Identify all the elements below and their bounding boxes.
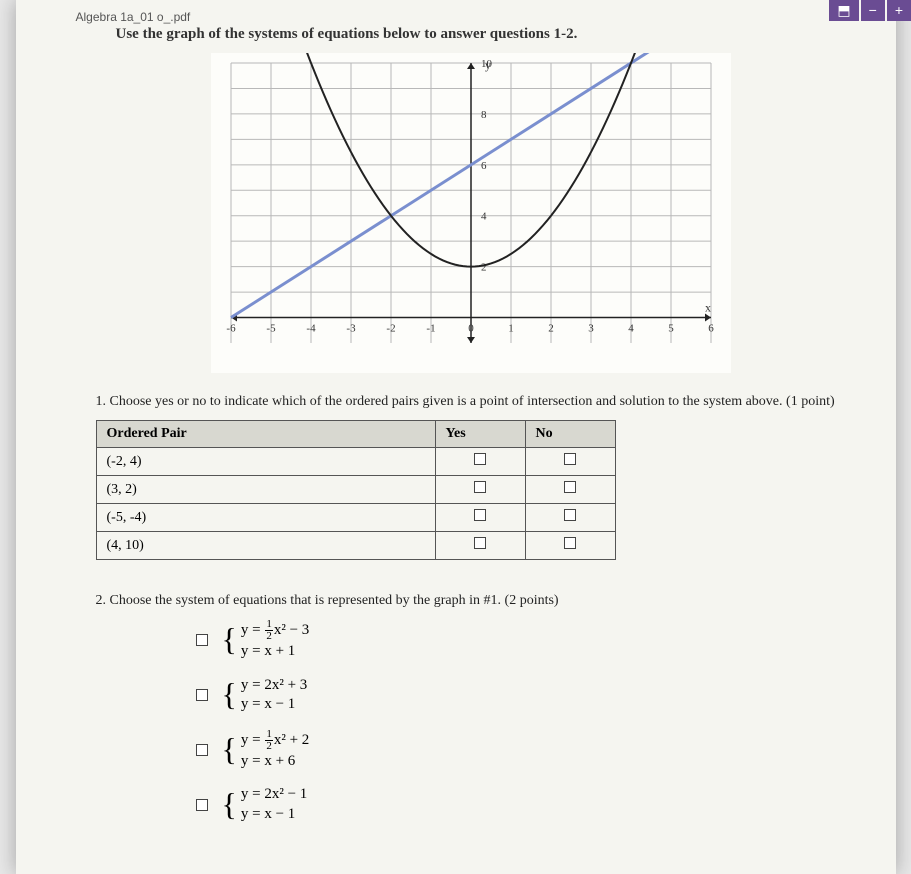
brace-icon: { — [222, 682, 237, 708]
equation-top: y = 12x² − 3 — [241, 619, 309, 642]
q2-prompt: 2. Choose the system of equations that i… — [96, 593, 502, 608]
svg-text:4: 4 — [481, 211, 487, 223]
equation-system: {y = 12x² − 3y = x + 1 — [222, 619, 310, 662]
no-cell — [525, 448, 615, 476]
svg-text:0: 0 — [468, 323, 474, 335]
main-instruction: Use the graph of the systems of equation… — [76, 26, 866, 43]
q1-h-pair: Ordered Pair — [96, 421, 435, 448]
option-checkbox[interactable] — [196, 799, 208, 811]
equation-system: {y = 2x² − 1y = x − 1 — [222, 785, 308, 824]
equation-top: y = 12x² + 2 — [241, 729, 309, 752]
svg-text:1: 1 — [508, 323, 514, 335]
option-checkbox[interactable] — [196, 634, 208, 646]
q1-h-yes: Yes — [435, 421, 525, 448]
svg-text:4: 4 — [628, 323, 634, 335]
equation-system: {y = 12x² + 2y = x + 6 — [222, 729, 310, 772]
table-row: (-5, -4) — [96, 504, 615, 532]
question-2-text: 2. Choose the system of equations that i… — [76, 590, 866, 611]
q1-points: (1 point) — [786, 394, 835, 409]
equation-top: y = 2x² + 3 — [241, 676, 307, 696]
q1-prompt: 1. Choose yes or no to indicate which of… — [96, 394, 783, 409]
svg-text:-5: -5 — [266, 323, 276, 335]
svg-text:-3: -3 — [346, 323, 356, 335]
brace-icon: { — [222, 737, 237, 763]
option-row: {y = 12x² − 3y = x + 1 — [196, 619, 866, 662]
question-1-text: 1. Choose yes or no to indicate which of… — [76, 391, 866, 412]
svg-text:6: 6 — [708, 323, 714, 335]
yes-cell — [435, 532, 525, 560]
no-cell — [525, 504, 615, 532]
equation-bottom: y = x − 1 — [241, 805, 307, 825]
q1-h-no: No — [525, 421, 615, 448]
q1-table: Ordered Pair Yes No (-2, 4)(3, 2)(-5, -4… — [96, 420, 616, 560]
graph-container: -6-5-4-3-2-10123456246810yx — [76, 53, 866, 373]
svg-text:-2: -2 — [386, 323, 395, 335]
equation-lines: y = 2x² + 3y = x − 1 — [241, 676, 307, 715]
checkbox-yes[interactable] — [474, 537, 486, 549]
control-3: + — [887, 0, 911, 21]
svg-text:2: 2 — [481, 262, 487, 274]
equation-lines: y = 12x² − 3y = x + 1 — [241, 619, 309, 662]
yes-cell — [435, 476, 525, 504]
svg-text:6: 6 — [481, 160, 487, 172]
equation-bottom: y = x + 1 — [241, 642, 309, 662]
option-checkbox[interactable] — [196, 689, 208, 701]
ordered-pair-cell: (-2, 4) — [96, 448, 435, 476]
yes-cell — [435, 504, 525, 532]
table-row: (4, 10) — [96, 532, 615, 560]
graph-figure: -6-5-4-3-2-10123456246810yx — [211, 53, 731, 373]
no-cell — [525, 532, 615, 560]
svg-text:-4: -4 — [306, 323, 316, 335]
equation-bottom: y = x − 1 — [241, 695, 307, 715]
control-2: − — [861, 0, 885, 21]
control-1: ⬒ — [829, 0, 858, 21]
equation-system: {y = 2x² + 3y = x − 1 — [222, 676, 308, 715]
q2-options: {y = 12x² − 3y = x + 1{y = 2x² + 3y = x … — [76, 619, 866, 824]
worksheet-page: Algebra 1a_01 o_.pdf Use the graph of th… — [16, 0, 896, 874]
svg-text:3: 3 — [588, 323, 594, 335]
option-row: {y = 2x² − 1y = x − 1 — [196, 785, 866, 824]
checkbox-no[interactable] — [564, 537, 576, 549]
ordered-pair-cell: (4, 10) — [96, 532, 435, 560]
option-checkbox[interactable] — [196, 744, 208, 756]
ordered-pair-cell: (3, 2) — [96, 476, 435, 504]
checkbox-no[interactable] — [564, 509, 576, 521]
svg-text:2: 2 — [548, 323, 554, 335]
no-cell — [525, 476, 615, 504]
table-row: (-2, 4) — [96, 448, 615, 476]
yes-cell — [435, 448, 525, 476]
svg-text:-1: -1 — [426, 323, 435, 335]
svg-text:x: x — [705, 301, 711, 315]
svg-text:-6: -6 — [226, 323, 236, 335]
q1-header-row: Ordered Pair Yes No — [96, 421, 615, 448]
brace-icon: { — [222, 627, 237, 653]
checkbox-yes[interactable] — [474, 509, 486, 521]
svg-text:8: 8 — [481, 109, 487, 121]
equation-bottom: y = x + 6 — [241, 752, 309, 772]
q2-points: (2 points) — [505, 593, 559, 608]
option-row: {y = 2x² + 3y = x − 1 — [196, 676, 866, 715]
window-controls: ⬒ − + — [829, 0, 911, 21]
checkbox-no[interactable] — [564, 481, 576, 493]
table-row: (3, 2) — [96, 476, 615, 504]
svg-text:5: 5 — [668, 323, 674, 335]
brace-icon: { — [222, 792, 237, 818]
file-name-scrap: Algebra 1a_01 o_.pdf — [76, 10, 866, 24]
option-row: {y = 12x² + 2y = x + 6 — [196, 729, 866, 772]
svg-text:y: y — [485, 58, 491, 72]
equation-lines: y = 12x² + 2y = x + 6 — [241, 729, 309, 772]
checkbox-no[interactable] — [564, 453, 576, 465]
equation-lines: y = 2x² − 1y = x − 1 — [241, 785, 307, 824]
equation-top: y = 2x² − 1 — [241, 785, 307, 805]
ordered-pair-cell: (-5, -4) — [96, 504, 435, 532]
checkbox-yes[interactable] — [474, 453, 486, 465]
checkbox-yes[interactable] — [474, 481, 486, 493]
